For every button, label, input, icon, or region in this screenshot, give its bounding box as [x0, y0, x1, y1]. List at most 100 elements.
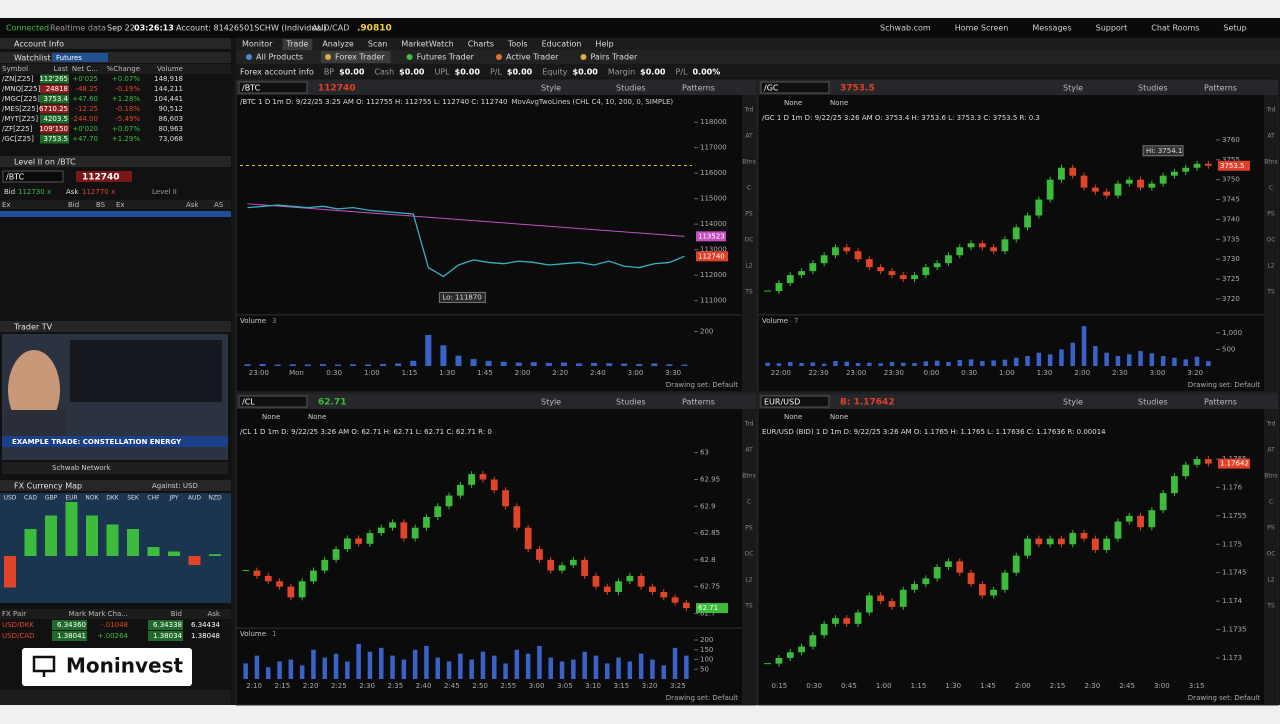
side-tab[interactable]: Trd	[1266, 421, 1276, 428]
account-info-header[interactable]: Account Info	[14, 40, 64, 49]
volume-bar	[684, 655, 689, 679]
watchlist-cell[interactable]: /MNQ[Z25]	[2, 85, 41, 93]
side-tab[interactable]: OC	[745, 237, 754, 244]
chart-symbol[interactable]: /GC	[764, 84, 779, 93]
studies-button[interactable]: Studies	[1138, 84, 1168, 93]
side-tab[interactable]: PS	[745, 525, 753, 532]
style-button[interactable]: Style	[541, 84, 561, 93]
side-tab[interactable]: C	[1269, 499, 1273, 506]
chart-symbol[interactable]: /BTC	[242, 84, 261, 93]
top-link[interactable]: Home Screen	[955, 24, 1009, 33]
style-button[interactable]: Style	[1063, 398, 1083, 407]
top-link[interactable]: Messages	[1032, 24, 1071, 33]
sub-tab[interactable]: Forex Trader	[335, 53, 385, 62]
watchlist-cell[interactable]: /GC[Z25]	[2, 135, 34, 143]
patterns-button[interactable]: Patterns	[1204, 84, 1237, 93]
side-tab[interactable]: Trd	[1266, 107, 1276, 114]
menu-tab[interactable]: MarketWatch	[401, 40, 453, 49]
side-tab[interactable]: L2	[745, 577, 752, 584]
candle	[343, 538, 351, 550]
watchlist-name[interactable]: Futures	[56, 54, 82, 62]
menu-tab[interactable]: Help	[595, 40, 613, 49]
time-label: 1:00	[364, 369, 380, 377]
column-header[interactable]: Symbol	[2, 65, 28, 73]
side-tab[interactable]: C	[747, 185, 751, 192]
side-tab[interactable]: AT	[745, 133, 753, 140]
patterns-button[interactable]: Patterns	[1204, 398, 1237, 407]
watchlist-cell[interactable]: /MES[Z25]	[2, 105, 39, 113]
volume-bar	[311, 649, 316, 679]
column-header[interactable]: Volume	[157, 65, 183, 73]
watchlist-cell[interactable]: /ZN[Z25]	[2, 75, 34, 83]
side-tab[interactable]: Btns	[1264, 473, 1277, 480]
side-tab[interactable]: OC	[745, 551, 754, 558]
side-strip	[1264, 95, 1278, 392]
menu-tab[interactable]: Education	[542, 40, 582, 49]
side-tab[interactable]: Btns	[742, 473, 755, 480]
top-link[interactable]: Chat Rooms	[1151, 24, 1199, 33]
menu-tab[interactable]: Trade	[285, 40, 308, 49]
chart-symbol[interactable]: /CL	[242, 398, 255, 407]
style-button[interactable]: Style	[1063, 84, 1083, 93]
side-tab[interactable]: TS	[1266, 289, 1275, 296]
sub-tab[interactable]: All Products	[256, 53, 303, 62]
style-button[interactable]: Style	[541, 398, 561, 407]
column-header[interactable]: %Change	[107, 65, 140, 73]
l2-tab[interactable]: Level II	[152, 188, 177, 196]
side-tab[interactable]: Trd	[744, 421, 754, 428]
side-tab[interactable]: C	[747, 499, 751, 506]
trader-tv-header[interactable]: Trader TV	[13, 323, 53, 332]
chart-symbol[interactable]: EUR/USD	[764, 398, 800, 407]
side-tab[interactable]: L2	[1267, 577, 1274, 584]
top-link[interactable]: Setup	[1223, 24, 1246, 33]
watchlist-cell[interactable]: /MYT[Z25]	[2, 115, 38, 123]
top-link[interactable]: Schwab.com	[880, 24, 931, 33]
fx-map-header[interactable]: FX Currency Map	[14, 482, 82, 491]
top-link[interactable]: Support	[1096, 24, 1128, 33]
side-tab[interactable]: PS	[745, 211, 753, 218]
side-tab[interactable]: TS	[1266, 603, 1275, 610]
candle	[775, 657, 783, 664]
side-tab[interactable]: Btns	[742, 159, 755, 166]
ask: 112770 x	[82, 188, 115, 196]
side-tab[interactable]: L2	[745, 263, 752, 270]
menu-tab[interactable]: Charts	[468, 40, 494, 49]
volume-bar	[277, 661, 282, 679]
watchlist-cell[interactable]: /MGC[Z25]	[2, 95, 40, 103]
watchlist-cell[interactable]: /ZF[Z25]	[2, 125, 33, 133]
sub-tab[interactable]: Active Trader	[506, 53, 559, 62]
side-tab[interactable]: AT	[1267, 133, 1275, 140]
side-tab[interactable]: OC	[1267, 551, 1276, 558]
sub-tab[interactable]: Futures Trader	[417, 53, 475, 62]
volume-bar	[651, 363, 658, 366]
patterns-button[interactable]: Patterns	[682, 84, 715, 93]
side-tab[interactable]: AT	[745, 447, 753, 454]
side-tab[interactable]: L2	[1267, 263, 1274, 270]
side-tab[interactable]: TS	[744, 603, 753, 610]
column-header[interactable]: Last	[53, 65, 68, 73]
side-tab[interactable]: TS	[744, 289, 753, 296]
sub-tab[interactable]: Pairs Trader	[590, 53, 637, 62]
menu-tab[interactable]: Monitor	[242, 40, 273, 49]
patterns-button[interactable]: Patterns	[682, 398, 715, 407]
menu-tab[interactable]: Scan	[368, 40, 387, 49]
time-label: 3:20	[642, 682, 658, 690]
l2-columns	[0, 200, 231, 209]
column-header[interactable]: Net C...	[72, 65, 98, 73]
side-tab[interactable]: Btns	[1264, 159, 1277, 166]
menu-tab[interactable]: Analyze	[322, 40, 354, 49]
side-tab[interactable]: PS	[1267, 211, 1275, 218]
side-tab[interactable]: OC	[1267, 237, 1276, 244]
side-tab[interactable]: C	[1269, 185, 1273, 192]
studies-button[interactable]: Studies	[616, 398, 646, 407]
studies-button[interactable]: Studies	[1138, 398, 1168, 407]
side-tab[interactable]: AT	[1267, 447, 1275, 454]
side-tab[interactable]: PS	[1267, 525, 1275, 532]
l2-symbol[interactable]: /BTC	[6, 173, 25, 182]
watchlist-header[interactable]: Watchlist	[14, 54, 51, 63]
studies-button[interactable]: Studies	[616, 84, 646, 93]
fx-cell: 6.34434	[191, 621, 220, 629]
level2-header[interactable]: Level II on /BTC	[14, 158, 76, 167]
menu-tab[interactable]: Tools	[507, 40, 528, 49]
side-tab[interactable]: Trd	[744, 107, 754, 114]
